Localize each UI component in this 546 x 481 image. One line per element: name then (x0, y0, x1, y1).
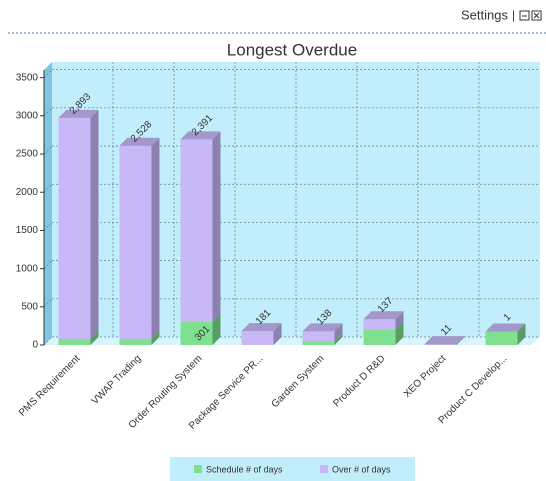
y-tick-label: 2500 (16, 149, 39, 160)
bar-side (273, 323, 282, 345)
y-tick-label: 0 (32, 340, 38, 351)
bar-front (363, 329, 396, 345)
bar-front (241, 331, 274, 345)
bar-top (58, 109, 99, 118)
y-tick-label: 1000 (16, 263, 39, 274)
grid-line (43, 183, 53, 193)
legend-swatch (320, 465, 328, 473)
bar-front (119, 338, 152, 345)
bar-side (212, 314, 221, 345)
bar-front (180, 322, 213, 345)
bar-front (180, 139, 213, 323)
legend: Schedule # of days Over # of days (170, 457, 415, 481)
x-tick-label: PMS Requirement (17, 353, 83, 419)
grid-line (43, 260, 53, 269)
bar-front (302, 341, 335, 345)
x-tick-label: XEO Project (402, 353, 449, 400)
side-wall (44, 62, 52, 345)
y-tick-label: 2000 (16, 187, 39, 198)
chart-title: Longest Overdue (227, 40, 357, 59)
bar-side (395, 321, 404, 345)
settings-link[interactable]: Settings (461, 7, 508, 22)
bar-top (180, 131, 221, 140)
bar-side (151, 137, 160, 339)
minimize-button[interactable] (519, 10, 530, 21)
bar-side (151, 330, 160, 345)
bar-side (456, 336, 465, 345)
bar-front (58, 117, 91, 339)
close-icon (533, 12, 540, 19)
bar-front (424, 344, 457, 345)
bar-top (363, 311, 404, 320)
bar-side (395, 311, 404, 330)
bar-segment (119, 137, 160, 339)
bar-side (90, 109, 99, 339)
grid-line (43, 145, 53, 155)
grid-line (43, 222, 53, 231)
bar-top (241, 323, 282, 332)
floor (44, 337, 540, 345)
bar-top (302, 323, 343, 332)
bar-segment (241, 323, 282, 345)
bar-top (424, 336, 465, 345)
legend-label: Over # of days (332, 464, 391, 474)
y-tick-label: 1500 (16, 225, 39, 236)
x-tick-label: Product D R&D (331, 353, 387, 409)
bar-front (363, 319, 396, 330)
close-button[interactable] (531, 10, 542, 21)
bar-side (90, 330, 99, 345)
grid-line (43, 107, 53, 117)
x-tick-label: Product C Develop... (436, 353, 509, 426)
bar-segment (424, 336, 465, 345)
bar-side (334, 333, 343, 345)
bar-front (485, 331, 518, 345)
grid-line (43, 336, 53, 346)
separator: | (512, 8, 515, 22)
bar-side (212, 131, 221, 323)
grid-line (43, 298, 53, 308)
bar-segment (485, 323, 526, 332)
bar-front (119, 145, 152, 339)
x-tick-label: Garden System (270, 353, 327, 410)
y-tick-label: 3500 (16, 72, 39, 83)
bar-top (485, 323, 526, 332)
bar-top (119, 137, 160, 146)
legend-label: Schedule # of days (206, 464, 283, 474)
bar-side (334, 323, 343, 342)
bar-segment (302, 323, 343, 342)
legend-box (170, 457, 415, 481)
bar-segment (180, 131, 221, 323)
y-tick-label: 3000 (16, 110, 39, 121)
bar-front (58, 338, 91, 345)
bar-front (302, 331, 335, 342)
y-tick-label: 500 (21, 301, 38, 312)
x-tick-label: VWAP Trading (90, 353, 144, 407)
bar-segment (363, 311, 404, 330)
legend-swatch (194, 465, 202, 473)
grid-line (43, 69, 53, 78)
bar-side (517, 323, 526, 345)
bar-side (517, 323, 526, 332)
bar-segment (58, 109, 99, 339)
